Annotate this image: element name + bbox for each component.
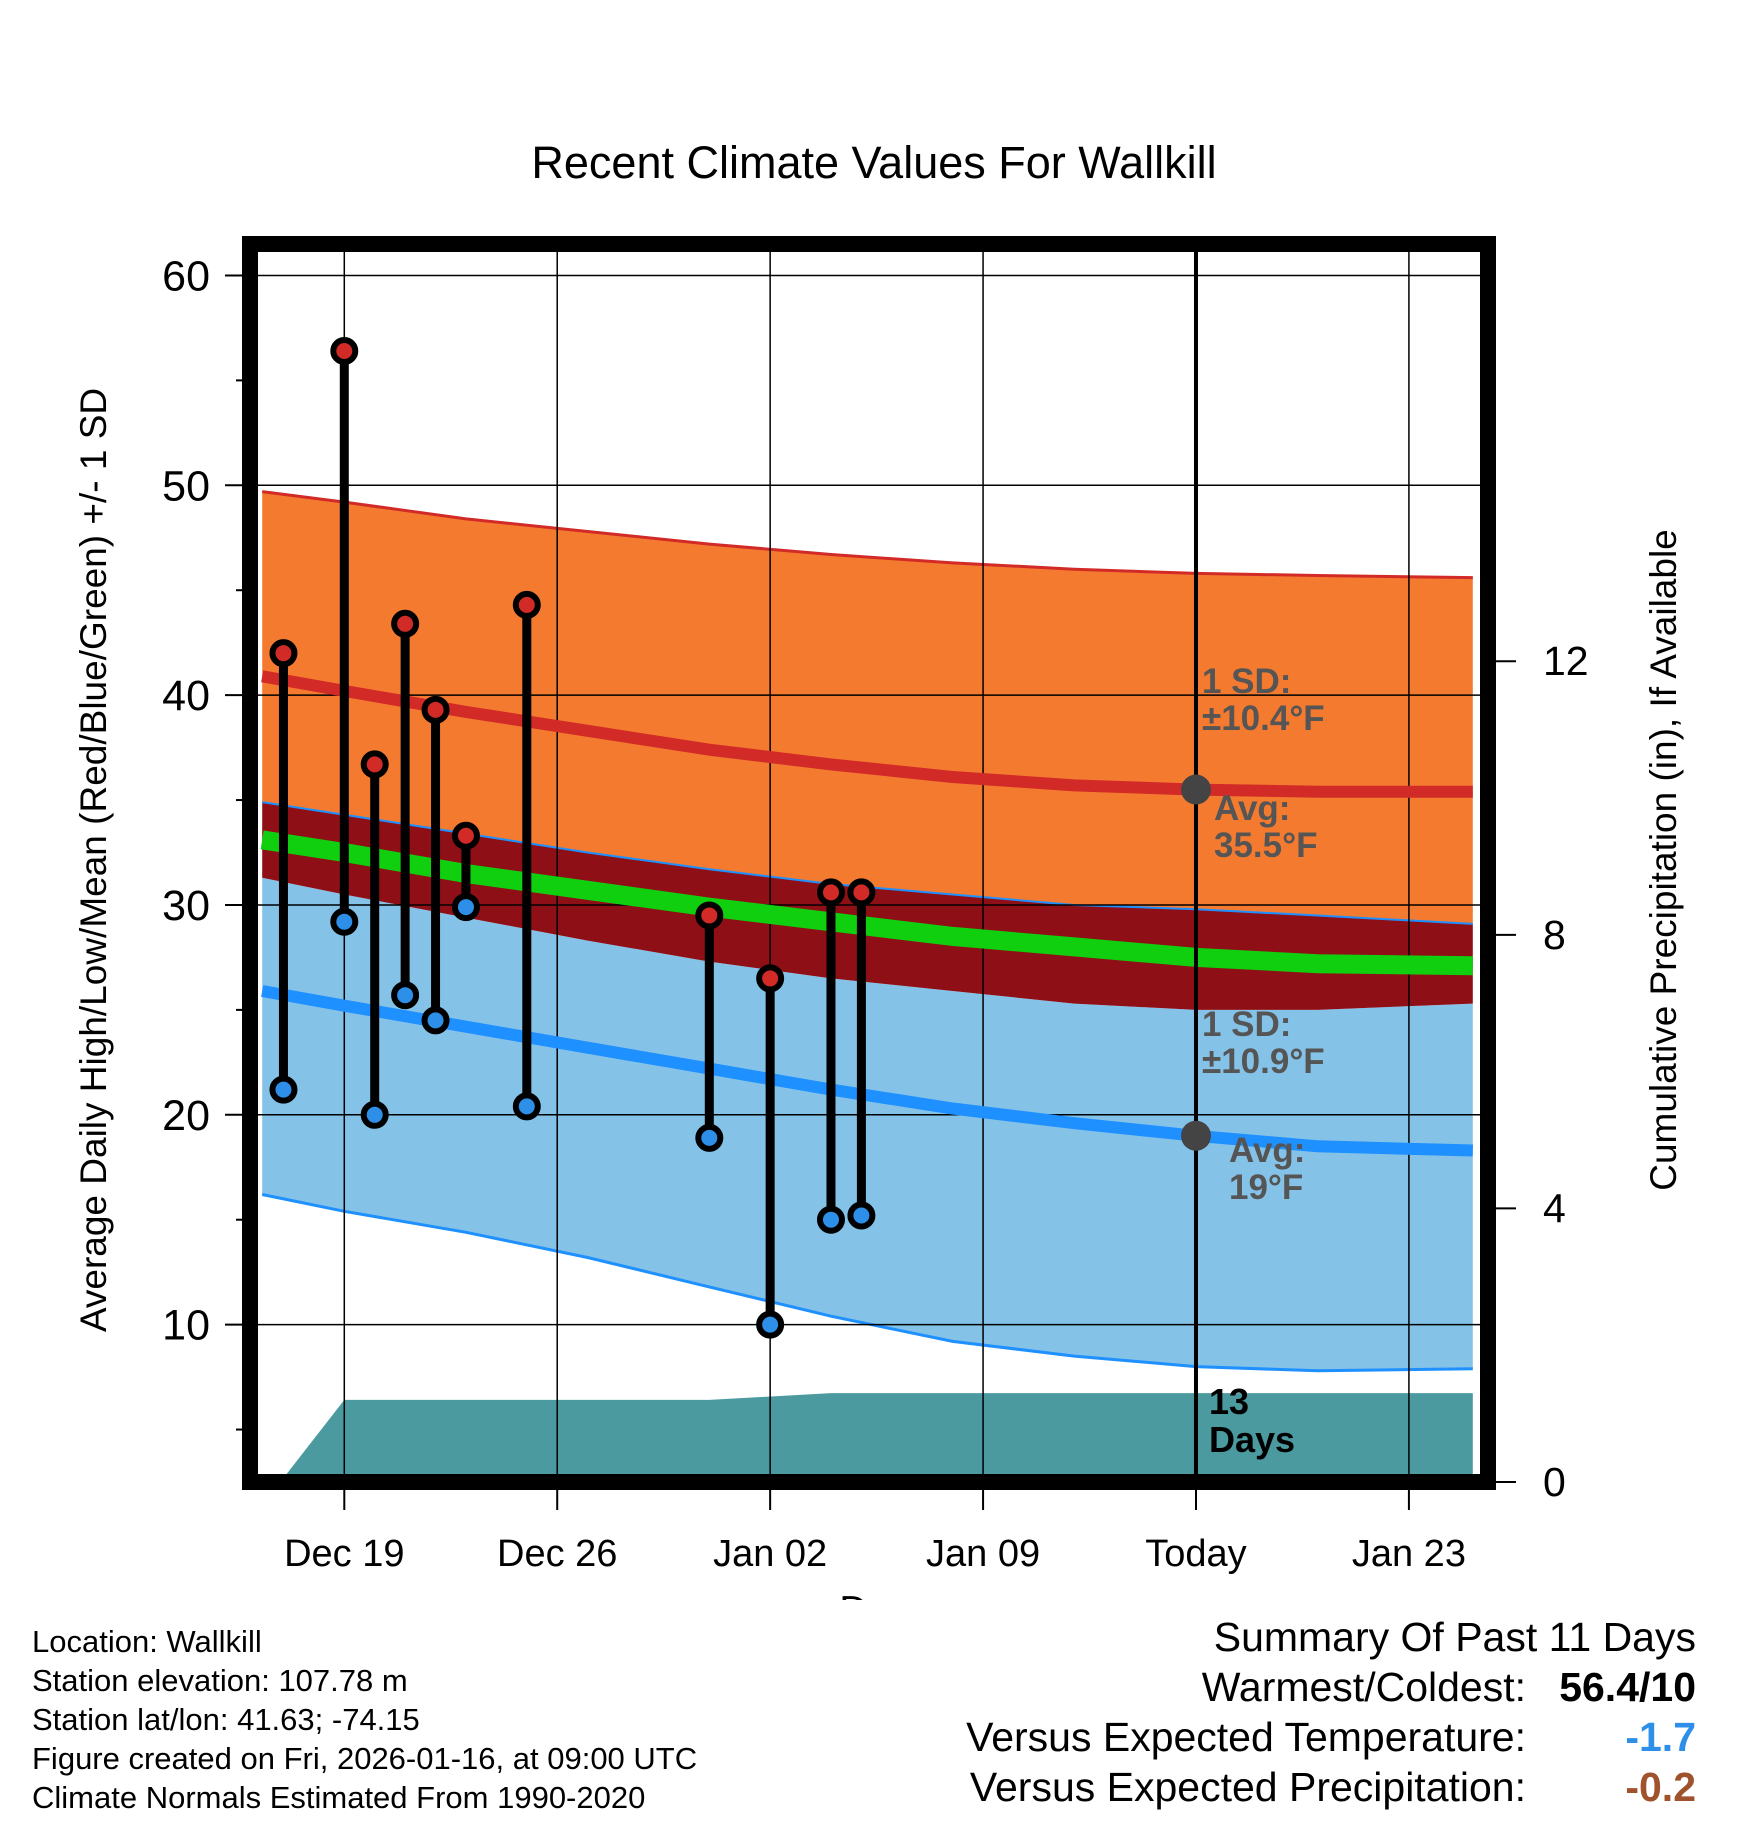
warm-cold-value: 56.4/10 — [1559, 1664, 1696, 1710]
warm-cold-row: Warmest/Coldest: 56.4/10 — [966, 1662, 1696, 1712]
obs-high-point — [330, 337, 359, 366]
summary-title: Summary Of Past 11 Days — [1213, 1614, 1696, 1660]
y-tick-label: 50 — [162, 462, 210, 510]
low-sd-annotation-line: 1 SD: — [1202, 1005, 1291, 1044]
high-avg-annotation-line: Avg: — [1214, 789, 1290, 828]
temp-value: -1.7 — [1625, 1714, 1696, 1760]
normals-text: Climate Normals Estimated From 1990-2020 — [32, 1780, 646, 1815]
high-sd-annotation-line: ±10.4°F — [1202, 699, 1325, 738]
obs-high-point — [756, 964, 785, 993]
y-tick-label: 30 — [162, 882, 210, 930]
obs-high-point — [695, 901, 724, 930]
low-avg-annotation-line: Avg: — [1229, 1131, 1305, 1170]
elevation-text: Station elevation: 107.78 m — [32, 1663, 408, 1698]
plot-frame — [242, 236, 1496, 1490]
precip-label: Versus Expected Precipitation: — [969, 1764, 1526, 1810]
summary-panel: Summary Of Past 11 Days Warmest/Coldest:… — [966, 1612, 1696, 1812]
y-axis-label: Average Daily High/Low/Mean (Red/Blue/Gr… — [73, 388, 114, 1332]
temp-label: Versus Expected Temperature: — [966, 1714, 1526, 1760]
obs-low-point — [360, 1100, 389, 1129]
y2-tick-label: 0 — [1543, 1459, 1566, 1505]
climate-chart: Recent Climate Values For Wallkill 1 SD:… — [73, 137, 1684, 1600]
days-annotation: 13 Days — [1209, 1381, 1295, 1460]
x-tick-label: Jan 23 — [1352, 1533, 1466, 1575]
obs-low-point — [512, 1092, 541, 1121]
y-tick-label: 60 — [162, 252, 210, 300]
avg-low-marker — [1180, 1120, 1211, 1151]
y2-axis-label: Cumulative Precipitation (in), If Availa… — [1643, 529, 1684, 1191]
precip-value: -0.2 — [1625, 1764, 1696, 1810]
y2-tick-label: 4 — [1543, 1185, 1566, 1231]
created-text: Figure created on Fri, 2026-01-16, at 09… — [32, 1741, 698, 1776]
obs-high-point — [451, 821, 480, 850]
precip-row: Versus Expected Precipitation: -0.2 — [966, 1762, 1696, 1812]
obs-high-point — [360, 750, 389, 779]
x-tick-label: Jan 09 — [926, 1533, 1040, 1575]
obs-low-point — [847, 1201, 876, 1230]
days-annotation-line: Days — [1209, 1419, 1295, 1460]
obs-high-point — [847, 878, 876, 907]
high-sd-band — [262, 491, 1473, 924]
x-tick-label: Dec 26 — [497, 1533, 617, 1575]
y2-tick-label: 8 — [1543, 912, 1566, 958]
x-tick-label: Dec 19 — [284, 1533, 404, 1575]
low-avg-annotation-line: 19°F — [1229, 1168, 1303, 1207]
high-avg-annotation-line: 35.5°F — [1214, 826, 1318, 865]
location-text: Location: Wallkill — [32, 1624, 262, 1659]
days-annotation-line: 13 — [1209, 1381, 1249, 1422]
high-avg-annotation: Avg: 35.5°F — [1214, 789, 1318, 865]
obs-low-point — [695, 1123, 724, 1152]
temp-row: Versus Expected Temperature: -1.7 — [966, 1712, 1696, 1762]
warm-cold-label: Warmest/Coldest: — [1201, 1664, 1526, 1710]
latlon-text: Station lat/lon: 41.63; -74.15 — [32, 1702, 420, 1737]
precip-area — [280, 1393, 1473, 1482]
high-sd-annotation: 1 SD: ±10.4°F — [1202, 662, 1325, 738]
low-avg-annotation: Avg: 19°F — [1229, 1131, 1305, 1207]
obs-high-point — [269, 639, 298, 668]
y-tick-label: 20 — [162, 1092, 210, 1140]
obs-low-point — [330, 907, 359, 936]
x-tick-label: Today — [1145, 1533, 1246, 1575]
x-tick-label: Jan 02 — [713, 1533, 827, 1575]
y-tick-label: 10 — [162, 1302, 210, 1350]
y2-tick-label: 12 — [1543, 638, 1589, 684]
chart-title: Recent Climate Values For Wallkill — [531, 137, 1216, 188]
obs-high-point — [391, 609, 420, 638]
low-sd-band — [262, 877, 1473, 1371]
station-info: Location: Wallkill Station elevation: 10… — [32, 1622, 697, 1817]
high-upper-edge — [262, 490, 1473, 580]
obs-low-point — [756, 1310, 785, 1339]
high-sd-annotation-line: 1 SD: — [1202, 662, 1291, 701]
low-sd-annotation-line: ±10.9°F — [1202, 1042, 1325, 1081]
obs-low-point — [451, 893, 480, 922]
obs-low-point — [391, 981, 420, 1010]
low-lower-edge — [261, 1193, 1473, 1373]
x-axis-label: Day — [839, 1589, 909, 1600]
obs-high-point — [512, 590, 541, 619]
obs-high-point — [421, 695, 450, 724]
obs-high-point — [816, 878, 845, 907]
obs-low-point — [269, 1075, 298, 1104]
y-tick-label: 40 — [162, 672, 210, 720]
obs-low-point — [816, 1205, 845, 1234]
avg-high-marker — [1180, 774, 1211, 805]
obs-low-point — [421, 1006, 450, 1035]
low-sd-annotation: 1 SD: ±10.9°F — [1202, 1005, 1325, 1081]
